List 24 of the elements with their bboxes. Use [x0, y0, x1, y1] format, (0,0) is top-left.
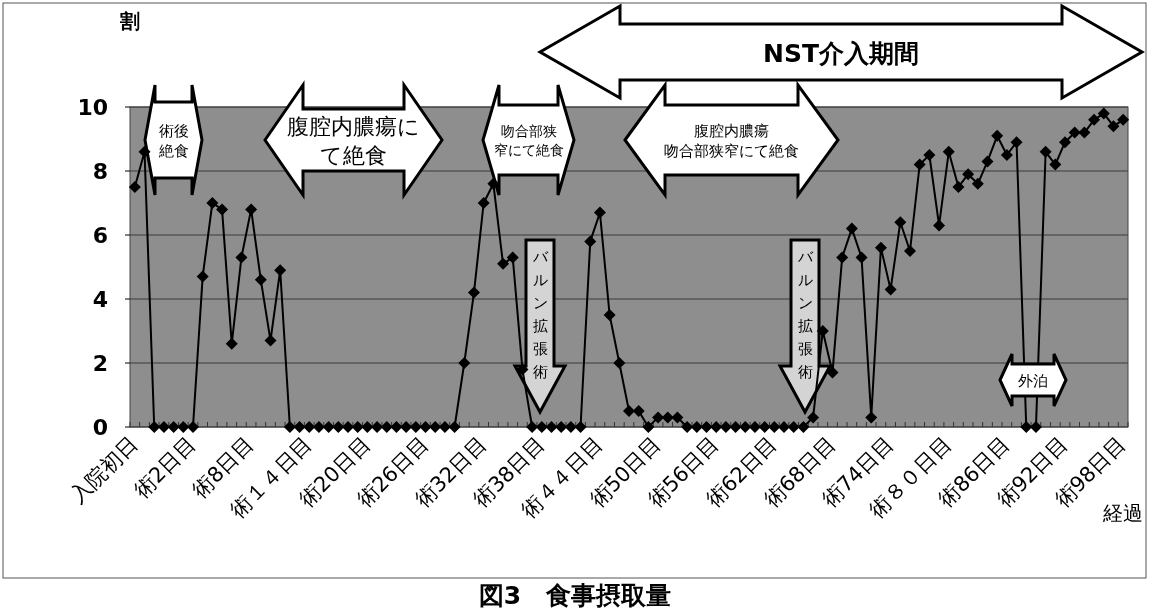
y-tick-label: 4 — [92, 287, 108, 312]
arrow-annotation: 腹腔内膿瘍にて絶食 — [263, 80, 444, 200]
y-tick-label: 2 — [92, 351, 108, 376]
arrow-annotation: バルン拡張術 — [777, 238, 833, 416]
arrow-annotation: 外泊 — [998, 352, 1068, 408]
arrow-annotation: バルン拡張術 — [512, 238, 568, 416]
annotation: 外泊 — [1018, 371, 1048, 390]
annotation: バルン拡張術 — [531, 248, 549, 381]
arrow-annotation: NST介入期間 — [537, 3, 1145, 101]
annotation: 腹腔内膿瘍吻合部狭窄にて絶食 — [664, 121, 799, 160]
y-axis-title: 割 — [119, 9, 140, 33]
arrow-annotation: 術後絶食 — [143, 83, 204, 197]
y-tick-label: 8 — [92, 159, 108, 184]
y-tick-label: 10 — [77, 95, 108, 120]
arrow-annotation: 腹腔内膿瘍吻合部狭窄にて絶食 — [623, 80, 840, 200]
y-tick-label: 6 — [92, 223, 108, 248]
arrow-annotation: 吻合部狭窄にて絶食 — [481, 83, 576, 197]
x-axis-title: 経過 — [1102, 501, 1143, 525]
annotation: 腹腔内膿瘍にて絶食 — [287, 113, 420, 169]
annotation: 術後絶食 — [157, 121, 189, 160]
annotation: 吻合部狭窄にて絶食 — [493, 122, 564, 158]
y-tick-label: 0 — [92, 415, 108, 440]
text: 図3 食事摂取量 — [478, 581, 672, 610]
annotation: バルン拡張術 — [796, 248, 814, 381]
